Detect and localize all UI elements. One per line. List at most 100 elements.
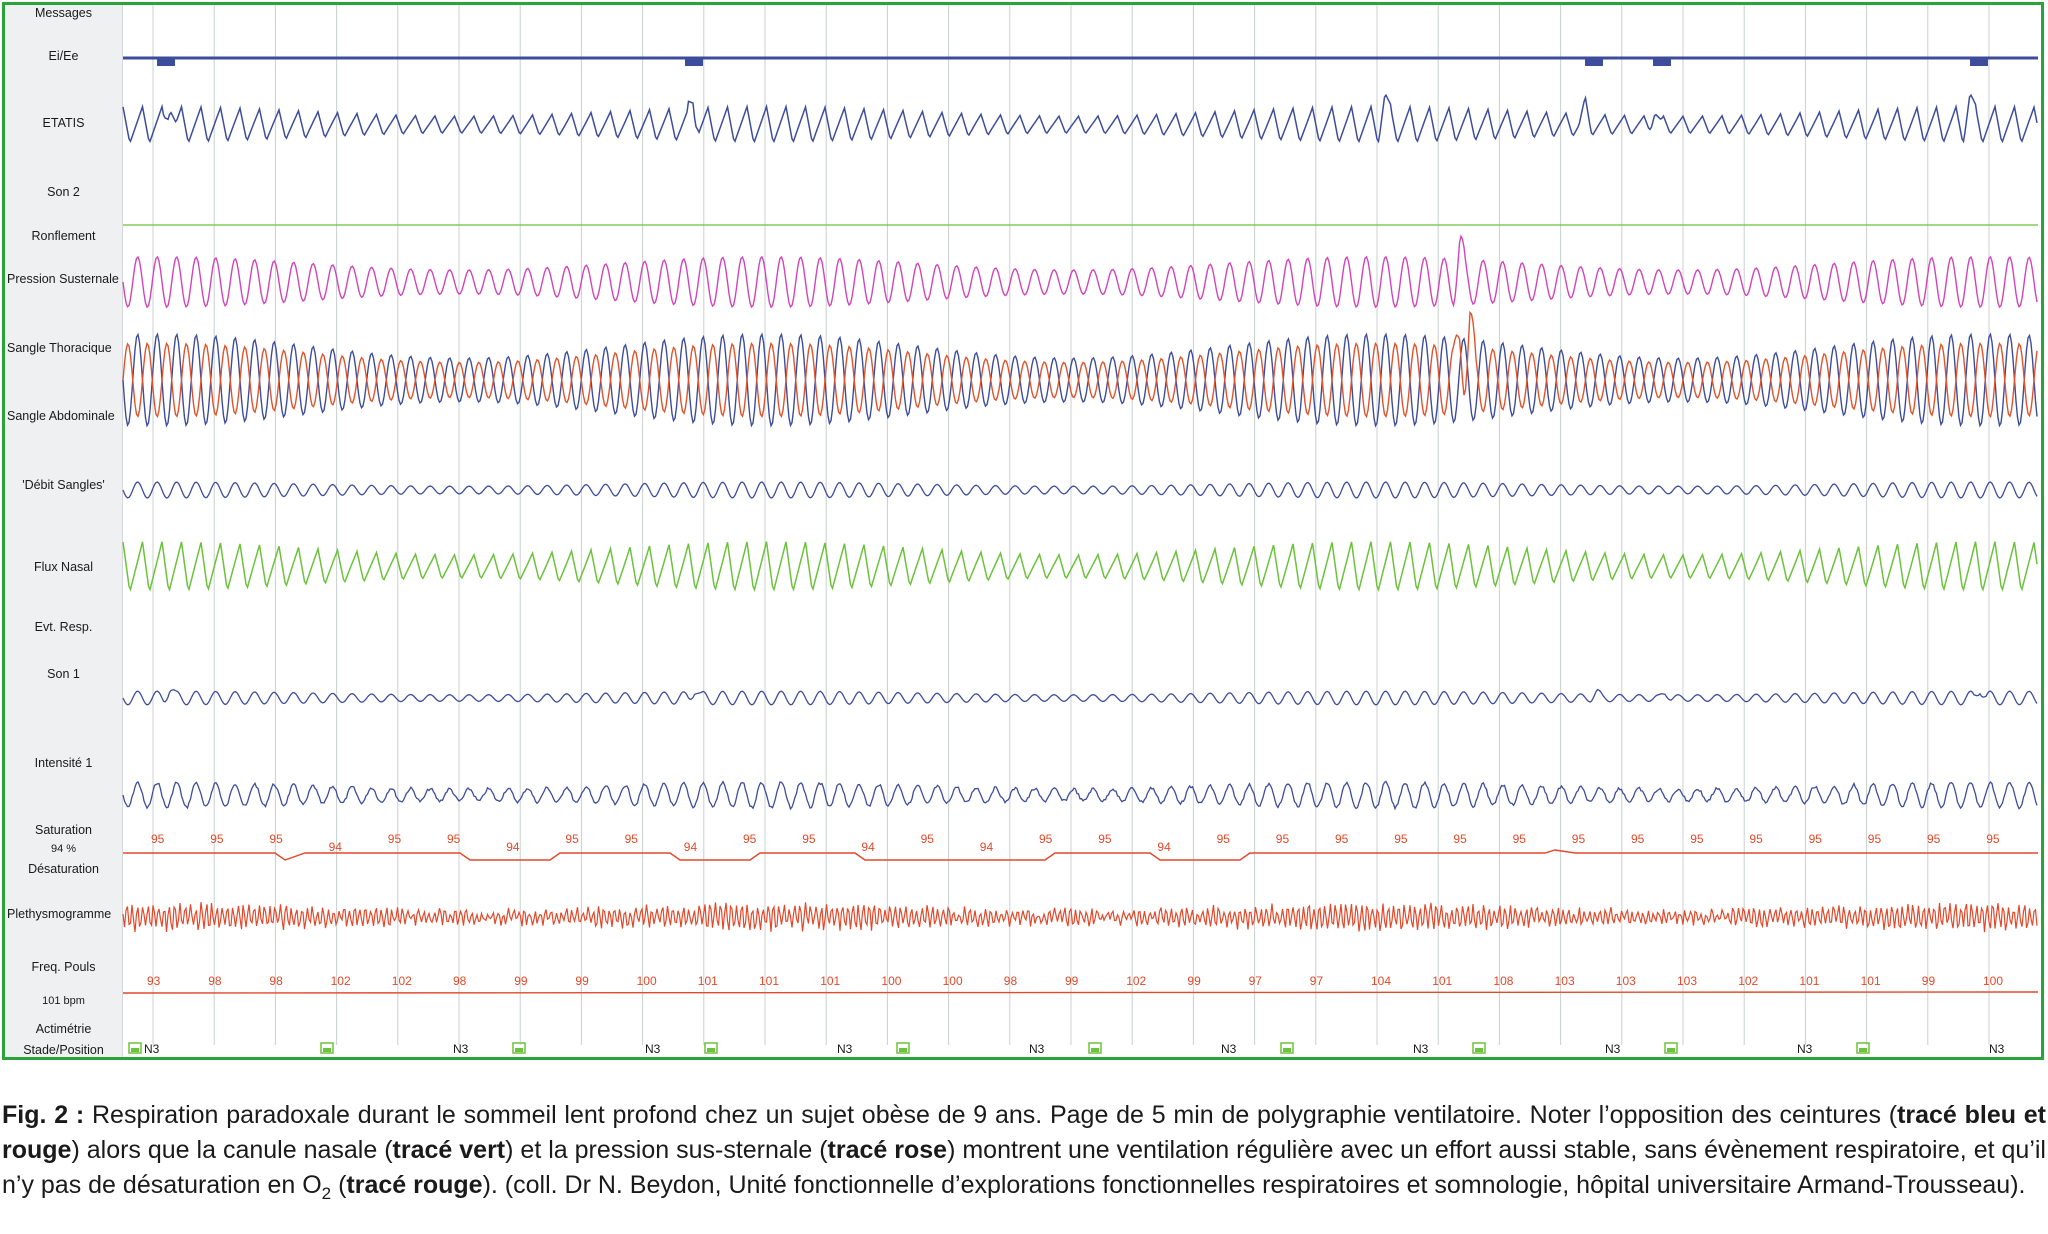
pulse-reading: 101 (1799, 974, 1819, 988)
pulse-reading: 99 (1187, 974, 1201, 988)
stage-label: N3 (1797, 1042, 1813, 1056)
channel-label-stade-position: Stade/Position (23, 1043, 104, 1057)
saturation-reading: 95 (1453, 832, 1467, 846)
saturation-reading: 95 (1809, 832, 1823, 846)
pulse-reading: 99 (575, 974, 589, 988)
pulse-reading: 103 (1616, 974, 1636, 988)
polygraphy-figure: Messages Ei/Ee ETATIS Son 2 Ronflement P… (2, 2, 2044, 1060)
saturation-reading: 95 (1927, 832, 1941, 846)
caption-text-3: ) et la pression sus-sternale ( (505, 1136, 828, 1164)
position-icon-fill (1475, 1048, 1483, 1052)
position-icon (1472, 1042, 1486, 1054)
saturation-reading: 95 (1749, 832, 1763, 846)
flux-nasal-trace (122, 541, 2038, 592)
traces-panel: 95 95 95 94 95 95 94 95 95 94 95 95 94 95 94 95 95 94 95 95… (122, 5, 2039, 1056)
pulse-reading: 104 (1371, 974, 1391, 988)
saturation-reading: 95 (1039, 832, 1053, 846)
channel-label-sangle-abdominale: Sangle Abdominale (7, 409, 115, 423)
caption-text-6: ). (coll. Dr N. Beydon, Unité fonctionne… (482, 1171, 2026, 1199)
ei-ee-marker (685, 58, 703, 66)
saturation-trace (123, 849, 2038, 861)
channel-label-son2: Son 2 (47, 185, 80, 199)
pulse-reading: 102 (331, 974, 351, 988)
saturation-reading: 95 (1631, 832, 1645, 846)
saturation-reading: 95 (1394, 832, 1408, 846)
channel-label-pression-susternale: Pression Susternale (7, 272, 119, 286)
channel-label-evt-resp: Evt. Resp. (34, 620, 93, 634)
pulse-reading: 108 (1493, 974, 1513, 988)
position-icon (896, 1042, 910, 1054)
caption-bold-4: tracé rouge (346, 1171, 483, 1199)
caption-fig-label: Fig. 2 : (2, 1101, 85, 1129)
pulse-reading: 103 (1677, 974, 1697, 988)
stage-label: N3 (1029, 1042, 1045, 1056)
channel-value-saturation: 94 % (50, 843, 77, 855)
pulse-reading: 101 (1861, 974, 1881, 988)
saturation-reading: 95 (1572, 832, 1586, 846)
stage-label: N3 (1989, 1042, 2005, 1056)
stage-label: N3 (1605, 1042, 1621, 1056)
sangle-abdominale-trace (122, 310, 2038, 419)
position-icon-fill (1283, 1048, 1291, 1052)
channel-label-desaturation: Désaturation (28, 862, 99, 876)
etatis-trace (122, 93, 2038, 144)
saturation-reading: 95 (743, 832, 757, 846)
saturation-reading: 95 (1276, 832, 1290, 846)
pulse-reading: 100 (943, 974, 963, 988)
pulse-reading: 103 (1555, 974, 1575, 988)
position-icon-fill (131, 1048, 139, 1052)
figure-caption: Fig. 2 : Respiration paradoxale durant l… (2, 1098, 2046, 1203)
channel-label-ronflement: Ronflement (31, 229, 96, 243)
sangle-thoracique-trace (122, 332, 2038, 428)
intensite1-trace (122, 780, 2038, 811)
channel-label-column: Messages Ei/Ee ETATIS Son 2 Ronflement P… (5, 5, 123, 1057)
channel-label-freq-pouls: Freq. Pouls (31, 960, 96, 974)
pulse-reading: 98 (453, 974, 467, 988)
caption-subscript: 2 (321, 1184, 332, 1203)
position-icon-fill (1859, 1048, 1867, 1052)
pulse-reading: 97 (1249, 974, 1263, 988)
channel-value-freq-pouls: 101 bpm (42, 995, 85, 1007)
caption-text-5: ( (331, 1171, 347, 1199)
saturation-reading: 95 (1217, 832, 1231, 846)
pulse-reading: 101 (759, 974, 779, 988)
channel-label-sangle-thoracique: Sangle Thoracique (7, 341, 112, 355)
saturation-reading: 94 (684, 840, 698, 854)
pulse-reading: 101 (698, 974, 718, 988)
saturation-reading: 94 (329, 840, 343, 854)
channel-label-messages: Messages (35, 6, 92, 20)
caption-bold-2: tracé vert (392, 1136, 506, 1164)
saturation-reading: 95 (802, 832, 816, 846)
position-icon (1280, 1042, 1294, 1054)
saturation-reading: 95 (921, 832, 935, 846)
saturation-reading: 95 (1335, 832, 1349, 846)
pulse-reading: 98 (208, 974, 222, 988)
saturation-reading: 95 (447, 832, 461, 846)
position-icon-fill (515, 1048, 523, 1052)
position-icon (1088, 1042, 1102, 1054)
position-icon (1856, 1042, 1870, 1054)
pulse-reading: 93 (147, 974, 161, 988)
saturation-reading: 95 (151, 832, 165, 846)
saturation-reading: 95 (1690, 832, 1704, 846)
position-icon (512, 1042, 526, 1054)
pulse-reading: 100 (637, 974, 657, 988)
channel-label-plethysmogramme: Plethysmogramme (7, 907, 112, 921)
stage-label: N3 (144, 1042, 160, 1056)
saturation-reading: 95 (565, 832, 579, 846)
ei-ee-marker (1585, 58, 1603, 66)
pulse-reading: 98 (269, 974, 283, 988)
saturation-reading: 94 (861, 840, 875, 854)
pression-susternale-trace (122, 234, 2038, 309)
pulse-reading: 97 (1310, 974, 1324, 988)
debit-sangles-trace (122, 481, 2038, 499)
pulse-reading: 102 (1738, 974, 1758, 988)
position-icon-fill (707, 1048, 715, 1052)
channel-label-debit-sangles: 'Débit Sangles' (22, 478, 105, 492)
saturation-reading: 95 (388, 832, 402, 846)
pulse-reading: 99 (1065, 974, 1079, 988)
stage-label: N3 (1221, 1042, 1237, 1056)
saturation-reading: 94 (506, 840, 520, 854)
channel-label-flux-nasal: Flux Nasal (33, 560, 94, 574)
saturation-reading: 95 (1098, 832, 1112, 846)
